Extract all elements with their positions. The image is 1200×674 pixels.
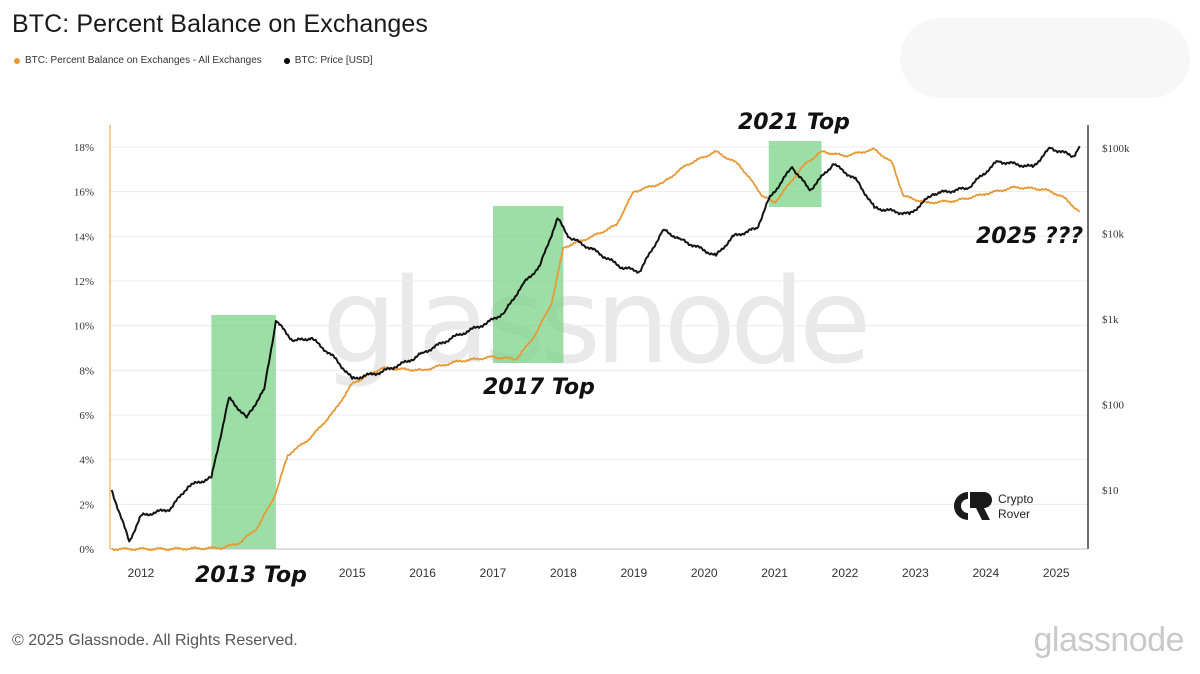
- annotation-label: 2021 Top: [738, 110, 850, 135]
- x-tick-label: 2022: [832, 566, 859, 580]
- y-left-tick-label: 10%: [74, 321, 94, 333]
- x-tick-label: 2024: [972, 566, 999, 580]
- chart-lines: [110, 145, 1081, 552]
- x-tick-label: 2016: [409, 566, 436, 580]
- annotation-label: 2025 ???: [976, 224, 1083, 249]
- footer-logo: glassnode: [1033, 621, 1184, 659]
- x-tick-label: 2019: [620, 566, 647, 580]
- y-left-tick-label: 0%: [79, 544, 94, 556]
- x-tick-label: 2023: [902, 566, 929, 580]
- legend-label: BTC: Price [USD]: [294, 55, 373, 66]
- y-left-tick-label: 18%: [74, 142, 94, 154]
- y-right-tick-label: $1k: [1102, 314, 1119, 326]
- legend-dot-icon: [283, 57, 290, 64]
- series-line-price: [110, 145, 1081, 543]
- highlight-regions: [211, 141, 822, 549]
- y-right-tick-label: $10: [1102, 485, 1119, 497]
- crypto-rover-logo-icon: [954, 492, 968, 520]
- legend-item-price[interactable]: BTC: Price [USD]: [283, 55, 373, 66]
- annotation-label: 2017 Top: [483, 375, 595, 400]
- crypto-rover-badge: Crypto Rover: [954, 492, 1034, 521]
- x-tick-label: 2017: [480, 566, 507, 580]
- y-left-tick-label: 12%: [74, 276, 94, 288]
- x-tick-label: 2021: [761, 566, 788, 580]
- y-right-tick-label: $100k: [1102, 143, 1130, 155]
- top-right-haze: [900, 18, 1190, 98]
- x-tick-label: 2012: [128, 566, 155, 580]
- chart-legend: BTC: Percent Balance on Exchanges - All …: [14, 55, 373, 66]
- page-title: BTC: Percent Balance on Exchanges: [12, 10, 429, 38]
- legend-dot-icon: [14, 57, 20, 64]
- watermark-text: glassnode: [322, 252, 866, 390]
- badge-line2: Rover: [998, 507, 1030, 521]
- badge-line1: Crypto: [998, 492, 1034, 506]
- chart-labels: 0% 2% 4% 6% 8% 10% 12% 14% 16% 18% $10 $100 $1k $10k $…: [74, 110, 1130, 588]
- y-left-tick-label: 4%: [79, 455, 94, 467]
- legend-label: BTC: Percent Balance on Exchanges - All …: [25, 55, 262, 66]
- y-left-tick-label: 14%: [74, 231, 94, 243]
- series-line-exchange-balance: [111, 147, 1081, 552]
- y-left-tick-label: 6%: [79, 410, 94, 422]
- y-left-tick-label: 16%: [74, 187, 94, 199]
- x-tick-label: 2025: [1043, 566, 1070, 580]
- chart-axes: [109, 125, 1089, 550]
- x-tick-label: 2020: [691, 566, 718, 580]
- y-left-tick-label: 2%: [79, 499, 94, 511]
- annotation-label: 2013 Top: [195, 563, 307, 588]
- x-tick-label: 2015: [339, 566, 366, 580]
- crypto-rover-logo-icon-r: [970, 492, 992, 520]
- legend-item-exchange-balance[interactable]: BTC: Percent Balance on Exchanges - All …: [14, 55, 262, 66]
- y-right-tick-label: $100: [1102, 400, 1125, 412]
- footer-copyright: © 2025 Glassnode. All Rights Reserved.: [12, 632, 298, 649]
- y-right-tick-label: $10k: [1102, 229, 1125, 241]
- x-tick-label: 2018: [550, 566, 577, 580]
- y-left-tick-label: 8%: [79, 365, 94, 377]
